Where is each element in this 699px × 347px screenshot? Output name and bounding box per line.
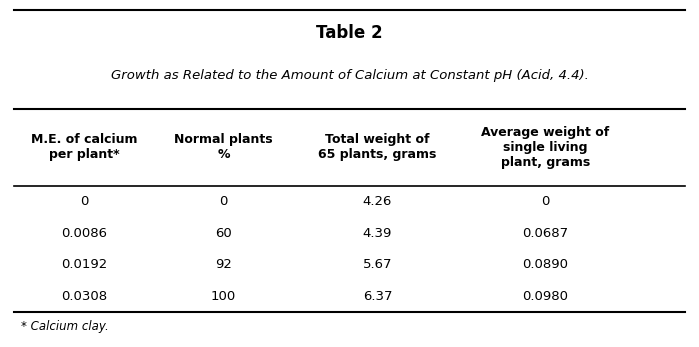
Text: 0: 0 bbox=[80, 195, 88, 208]
Text: Total weight of
65 plants, grams: Total weight of 65 plants, grams bbox=[318, 134, 437, 161]
Text: 0: 0 bbox=[541, 195, 549, 208]
Text: * Calcium clay.: * Calcium clay. bbox=[21, 320, 109, 333]
Text: Average weight of
single living
plant, grams: Average weight of single living plant, g… bbox=[481, 126, 610, 169]
Text: M.E. of calcium
per plant*: M.E. of calcium per plant* bbox=[31, 134, 137, 161]
Text: 4.26: 4.26 bbox=[363, 195, 392, 208]
Text: 0.0308: 0.0308 bbox=[61, 290, 107, 303]
Text: 0.0890: 0.0890 bbox=[522, 258, 568, 271]
Text: 0.0687: 0.0687 bbox=[522, 227, 568, 240]
Text: 4.39: 4.39 bbox=[363, 227, 392, 240]
Text: 5.67: 5.67 bbox=[363, 258, 392, 271]
Text: 6.37: 6.37 bbox=[363, 290, 392, 303]
Text: 60: 60 bbox=[215, 227, 232, 240]
Text: 0.0086: 0.0086 bbox=[61, 227, 107, 240]
Text: Table 2: Table 2 bbox=[316, 24, 383, 42]
Text: 92: 92 bbox=[215, 258, 232, 271]
Text: Growth as Related to the Amount of Calcium at Constant pH (Acid, 4.4).: Growth as Related to the Amount of Calci… bbox=[110, 69, 589, 82]
Text: Normal plants
%: Normal plants % bbox=[174, 134, 273, 161]
Text: 0.0192: 0.0192 bbox=[61, 258, 107, 271]
Text: 100: 100 bbox=[211, 290, 236, 303]
Text: 0: 0 bbox=[219, 195, 228, 208]
Text: 0.0980: 0.0980 bbox=[522, 290, 568, 303]
